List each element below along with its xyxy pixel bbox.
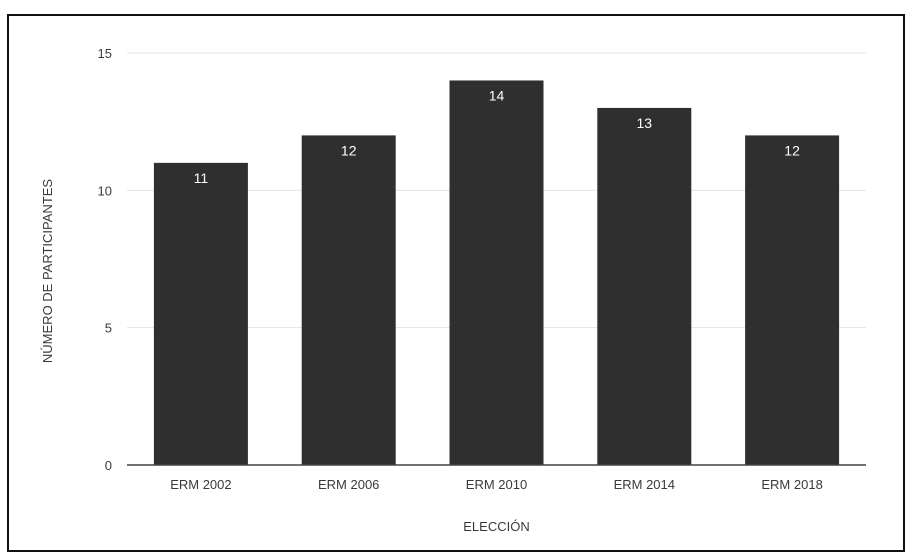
x-tick-labels: ERM 2002 ERM 2006 ERM 2010 ERM 2014 ERM 2018 bbox=[170, 477, 823, 492]
data-label: 12 bbox=[784, 142, 800, 158]
bar bbox=[301, 135, 396, 465]
x-tick-label: ERM 2010 bbox=[466, 477, 527, 492]
x-tick-label: ERM 2018 bbox=[761, 477, 822, 492]
x-tick-label: ERM 2002 bbox=[170, 477, 231, 492]
y-tick-label: 5 bbox=[105, 321, 112, 336]
y-tick-label: 15 bbox=[98, 46, 112, 61]
data-label: 14 bbox=[489, 87, 505, 103]
bar bbox=[745, 135, 840, 465]
bar bbox=[449, 80, 544, 465]
bar bbox=[153, 162, 248, 465]
x-tick-label: ERM 2006 bbox=[318, 477, 379, 492]
x-axis-title: ELECCIÓN bbox=[463, 519, 529, 534]
data-labels: 11 12 14 13 12 bbox=[194, 87, 800, 185]
y-tick-label: 0 bbox=[105, 458, 112, 473]
bar bbox=[597, 107, 692, 465]
y-tick-labels: 0 5 10 15 bbox=[98, 46, 112, 473]
data-label: 11 bbox=[194, 170, 209, 186]
bars bbox=[153, 80, 840, 465]
y-tick-label: 10 bbox=[98, 183, 112, 198]
data-label: 13 bbox=[637, 115, 653, 131]
data-label: 12 bbox=[341, 142, 357, 158]
y-axis-title: NÚMERO DE PARTICIPANTES bbox=[40, 179, 55, 364]
x-tick-label: ERM 2014 bbox=[614, 477, 675, 492]
